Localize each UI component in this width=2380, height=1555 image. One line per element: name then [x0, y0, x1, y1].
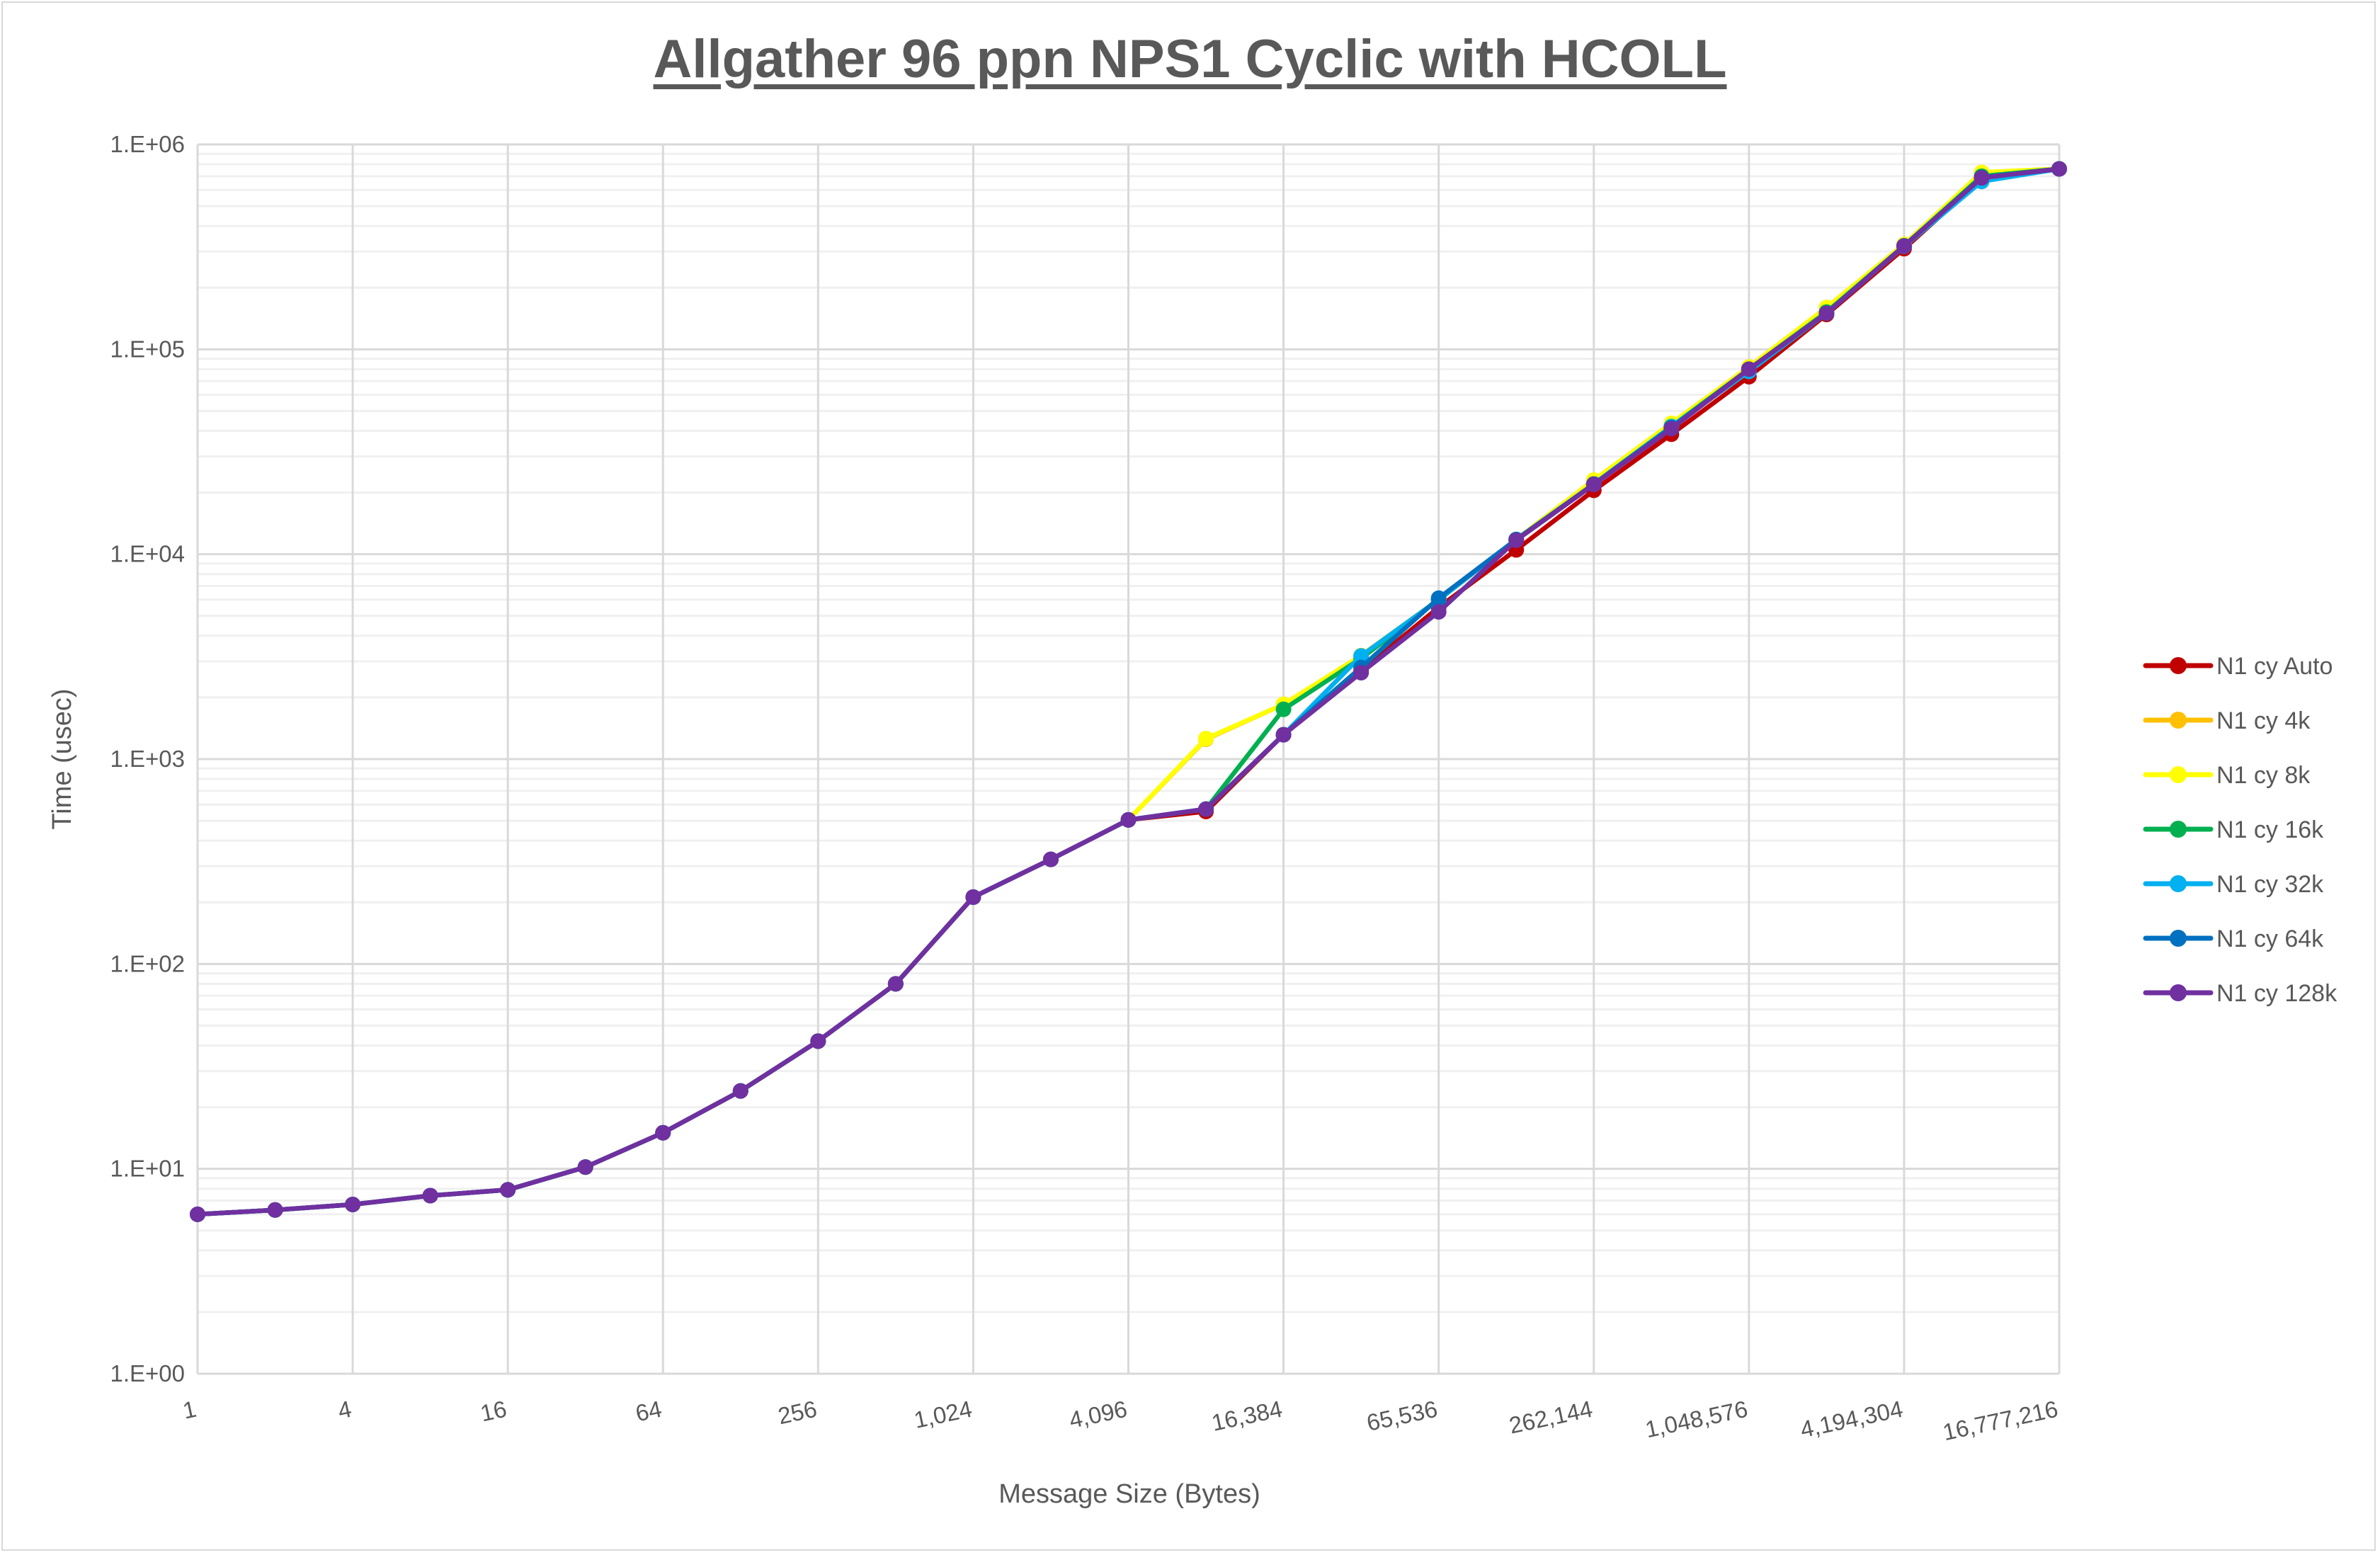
data-point [500, 1182, 516, 1198]
data-point [1663, 421, 1680, 437]
data-point [1974, 170, 1990, 186]
legend-marker [2170, 930, 2187, 947]
data-point [1353, 648, 1370, 664]
x-tick-label: 64 [633, 1396, 664, 1427]
legend-marker [2170, 657, 2187, 674]
legend-item: N1 cy 32k [2143, 871, 2324, 898]
x-tick-label: 16,777,216 [1940, 1396, 2060, 1446]
legend-marker [2170, 766, 2187, 783]
y-tick-label: 1.E+04 [110, 541, 185, 567]
legend-marker [2170, 821, 2187, 838]
x-tick-label: 65,536 [1365, 1396, 1440, 1436]
x-tick-label: 4,194,304 [1798, 1396, 1905, 1443]
x-tick-label: 256 [775, 1396, 819, 1430]
data-point [267, 1202, 283, 1218]
legend-item: N1 cy 4k [2143, 707, 2311, 734]
legend-label: N1 cy 16k [2216, 816, 2324, 843]
data-point [422, 1187, 438, 1204]
series-n1-cy-128k [190, 161, 2067, 1222]
data-point [1430, 604, 1447, 620]
data-point [1508, 532, 1525, 548]
x-tick-label: 4,096 [1066, 1396, 1129, 1433]
x-tick-label: 16,384 [1209, 1396, 1285, 1436]
x-tick-label: 16 [478, 1396, 509, 1427]
x-tick-label: 1,024 [911, 1396, 974, 1433]
data-point [2051, 161, 2067, 177]
x-tick-label: 1 [181, 1396, 199, 1424]
legend-item: N1 cy Auto [2143, 653, 2333, 680]
x-tick-label: 262,144 [1507, 1396, 1595, 1439]
y-tick-label: 1.E+00 [110, 1360, 185, 1386]
y-tick-label: 1.E+02 [110, 950, 185, 976]
y-tick-label: 1.E+01 [110, 1156, 185, 1182]
data-point [345, 1196, 361, 1212]
data-point [1818, 305, 1835, 321]
data-point [965, 889, 981, 905]
gridlines [196, 143, 2061, 1375]
y-axis-label: Time (usec) [47, 688, 77, 829]
x-tick-label: 1,048,576 [1643, 1396, 1750, 1443]
data-point [1275, 701, 1292, 717]
legend-item: N1 cy 128k [2143, 980, 2338, 1007]
legend-label: N1 cy 64k [2216, 925, 2324, 952]
legend-label: N1 cy 4k [2216, 707, 2311, 734]
legend-label: N1 cy 128k [2216, 980, 2338, 1007]
data-point [190, 1206, 205, 1222]
x-tick-label: 4 [336, 1396, 354, 1424]
data-point [1198, 801, 1214, 817]
data-point [655, 1124, 671, 1141]
data-point [1198, 730, 1214, 746]
data-point [1353, 665, 1370, 681]
data-point [1120, 811, 1137, 828]
data-point [887, 976, 904, 992]
data-point [1430, 590, 1447, 606]
data-point [1275, 727, 1292, 743]
y-tick-label: 1.E+05 [110, 336, 185, 362]
legend-marker [2170, 875, 2187, 892]
data-point [810, 1033, 826, 1049]
data-point [1741, 361, 1757, 377]
data-point [1042, 851, 1059, 867]
legend-label: N1 cy 8k [2216, 762, 2311, 789]
legend-label: N1 cy Auto [2216, 653, 2333, 680]
data-point [1896, 238, 1912, 254]
data-point [577, 1159, 593, 1175]
legend-marker [2170, 712, 2187, 729]
legend-label: N1 cy 32k [2216, 871, 2324, 898]
chart-title: Allgather 96 ppn NPS1 Cyclic with HCOLL [653, 29, 1727, 89]
legend-item: N1 cy 64k [2143, 925, 2324, 952]
x-axis-label: Message Size (Bytes) [998, 1479, 1260, 1509]
data-point [732, 1083, 748, 1099]
y-tick-label: 1.E+06 [110, 131, 185, 157]
legend-item: N1 cy 16k [2143, 816, 2324, 843]
data-point [1585, 477, 1602, 493]
y-tick-label: 1.E+03 [110, 746, 185, 772]
legend-item: N1 cy 8k [2143, 762, 2311, 789]
legend-marker [2170, 984, 2187, 1001]
